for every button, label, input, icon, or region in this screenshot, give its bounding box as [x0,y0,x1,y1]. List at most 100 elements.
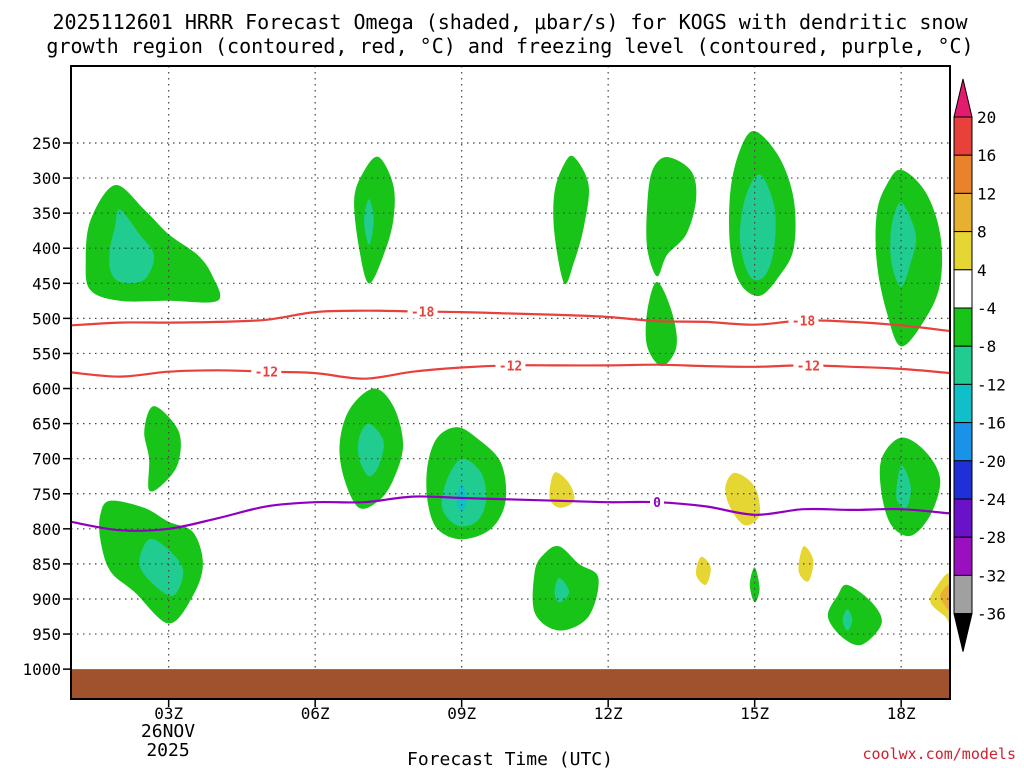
x-tick-label-03Z: 03Z [154,704,183,723]
colorbar-swatch-11 [953,536,973,576]
y-tick-label-500: 500 [32,309,61,328]
y-tick-label-400: 400 [32,239,61,258]
contour-label-dendritic-bottom-0: -12 [255,366,278,381]
y-tick-label-750: 750 [32,485,61,504]
omega-region-14 [105,333,135,388]
colorbar-label-1: 16 [977,146,996,165]
y-tick-label-350: 350 [32,204,61,223]
contour-label-bg-dendritic-bottom-0 [251,363,282,379]
omega-region-11 [739,174,776,281]
colorbar-swatch-5 [953,307,973,347]
omega-region-3 [354,156,395,284]
colorbar-top-arrow [953,78,973,118]
contour-freezing-level [71,495,950,532]
omega-region-33 [554,577,570,603]
x-axis-label: Forecast Time (UTC) [407,749,613,768]
omega-region-5 [407,163,493,313]
y-tick-label-300: 300 [32,169,61,188]
colorbar-swatch-10 [953,498,973,538]
y-tick-label-800: 800 [32,520,61,539]
omega-region-8 [646,157,697,277]
omega-region-16 [144,406,181,492]
colorbar-label-8: -16 [977,414,1006,433]
date-label-year: 2025 [146,740,189,761]
temperature-contours: -18 -18 -12 -12 -12 0 [71,303,950,532]
colorbar-label-11: -28 [977,528,1006,547]
chart-title-line2: growth region (contoured, red, °C) and f… [46,34,973,58]
omega-region-7 [602,237,614,312]
colorbar-label-10: -24 [977,490,1006,509]
contour-label-bg-dendritic-bottom-1 [495,357,526,373]
colorbar-bottom-arrow [953,613,973,652]
colorbar-label-2: 12 [977,184,996,203]
colorbar-label-4: 4 [977,261,987,280]
colorbar-label-9: -20 [977,452,1006,471]
omega-shading [85,131,950,657]
omega-region-37 [910,549,950,657]
omega-region-18 [139,538,184,596]
omega-region-24 [544,419,814,611]
y-axis: 250 300 350 400 450 500 550 600 650 700 750 800 850 9… [22,134,71,679]
y-tick-label-900: 900 [32,590,61,609]
omega-region-9 [645,281,677,367]
contour-label-bg-dendritic-top-1 [788,312,819,328]
contour-label-dendritic-top-1: -18 [792,314,816,329]
colorbar-swatch-1 [953,154,973,194]
colorbar-swatch-4 [953,269,973,309]
y-tick-label-550: 550 [32,344,61,363]
omega-region-29 [822,451,894,522]
contour-label-dendritic-top-0: -18 [411,306,435,321]
x-axis: 03Z 06Z 09Z 12Z 15Z 18Z [154,699,916,723]
source-credit: coolwx.com/models [862,745,1016,763]
colorbar: 20 16 12 8 4 -4 -8 -12 -16 -20 -24 -28 -32 -36 [953,78,1006,652]
colorbar-swatch-7 [953,383,973,424]
colorbar-swatch-12 [953,574,973,615]
contour-label-dendritic-bottom-1: -12 [499,359,522,374]
omega-region-35 [827,584,882,646]
chart-title-line1: 2025112601 HRRR Forecast Omega (shaded, … [52,10,968,34]
colorbar-label-12: -32 [977,566,1006,585]
y-tick-label-700: 700 [32,450,61,469]
ground-terrain [71,669,950,699]
omega-region-39 [940,584,950,611]
omega-region-4 [364,199,374,245]
contour-label-dendritic-bottom-2: -12 [797,360,820,375]
colorbar-swatch-2 [953,192,973,233]
omega-region-6 [553,155,590,285]
omega-region-2 [256,228,283,292]
contour-label-bg-dendritic-bottom-2 [793,357,824,373]
pressure-gridlines [71,66,950,699]
omega-region-31 [896,465,912,509]
colorbar-label-5: -4 [977,299,996,318]
x-tick-label-12Z: 12Z [594,704,623,723]
colorbar-label-7: -12 [977,375,1006,394]
y-tick-label-650: 650 [32,415,61,434]
omega-region-13 [890,202,917,287]
omega-region-25 [549,472,575,508]
contour-label-bg-dendritic-top-0 [407,303,438,319]
contour-label-bg-freezing-level-0 [650,494,664,510]
colorbar-label-0: 20 [977,108,996,127]
colorbar-label-6: -8 [977,337,996,356]
omega-region-15 [212,377,238,435]
y-tick-label-950: 950 [32,625,61,644]
omega-region-20 [357,423,384,477]
y-tick-label-600: 600 [32,380,61,399]
colorbar-label-13: -36 [977,605,1006,624]
x-tick-label-18Z: 18Z [887,704,916,723]
colorbar-swatch-9 [953,460,973,500]
omega-region-36 [842,609,853,631]
x-tick-label-15Z: 15Z [740,704,769,723]
y-tick-label-850: 850 [32,555,61,574]
colorbar-swatch-0 [953,116,973,156]
contour-label-freezing-level-0: 0 [653,496,661,511]
omega-region-1 [109,209,155,284]
colorbar-swatch-3 [953,231,973,271]
y-tick-label-250: 250 [32,134,61,153]
colorbar-swatch-6 [953,345,973,385]
plot-frame [70,65,951,700]
x-tick-label-06Z: 06Z [301,704,330,723]
y-tick-label-450: 450 [32,274,61,293]
colorbar-swatch-8 [953,422,973,462]
